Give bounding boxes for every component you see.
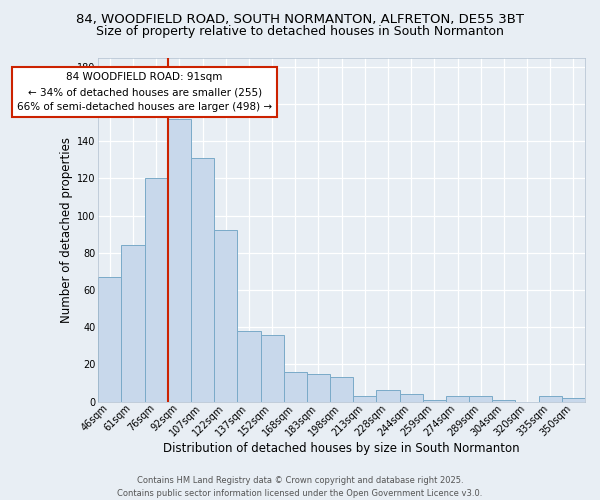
Bar [168, 119, 191, 402]
Bar [330, 378, 353, 402]
Text: Contains HM Land Registry data © Crown copyright and database right 2025.
Contai: Contains HM Land Registry data © Crown c… [118, 476, 482, 498]
Bar [145, 178, 168, 402]
Bar [284, 372, 307, 402]
Bar [353, 396, 376, 402]
Text: 84 WOODFIELD ROAD: 91sqm
← 34% of detached houses are smaller (255)
66% of semi-: 84 WOODFIELD ROAD: 91sqm ← 34% of detach… [17, 72, 272, 112]
Bar [307, 374, 330, 402]
X-axis label: Distribution of detached houses by size in South Normanton: Distribution of detached houses by size … [163, 442, 520, 455]
Y-axis label: Number of detached properties: Number of detached properties [60, 136, 73, 322]
Text: Size of property relative to detached houses in South Normanton: Size of property relative to detached ho… [96, 25, 504, 38]
Bar [423, 400, 446, 402]
Bar [98, 277, 121, 402]
Text: 84, WOODFIELD ROAD, SOUTH NORMANTON, ALFRETON, DE55 3BT: 84, WOODFIELD ROAD, SOUTH NORMANTON, ALF… [76, 12, 524, 26]
Bar [238, 331, 260, 402]
Bar [260, 334, 284, 402]
Bar [376, 390, 400, 402]
Bar [400, 394, 423, 402]
Bar [492, 400, 515, 402]
Bar [562, 398, 585, 402]
Bar [469, 396, 492, 402]
Bar [191, 158, 214, 402]
Bar [214, 230, 238, 402]
Bar [446, 396, 469, 402]
Bar [121, 246, 145, 402]
Bar [539, 396, 562, 402]
